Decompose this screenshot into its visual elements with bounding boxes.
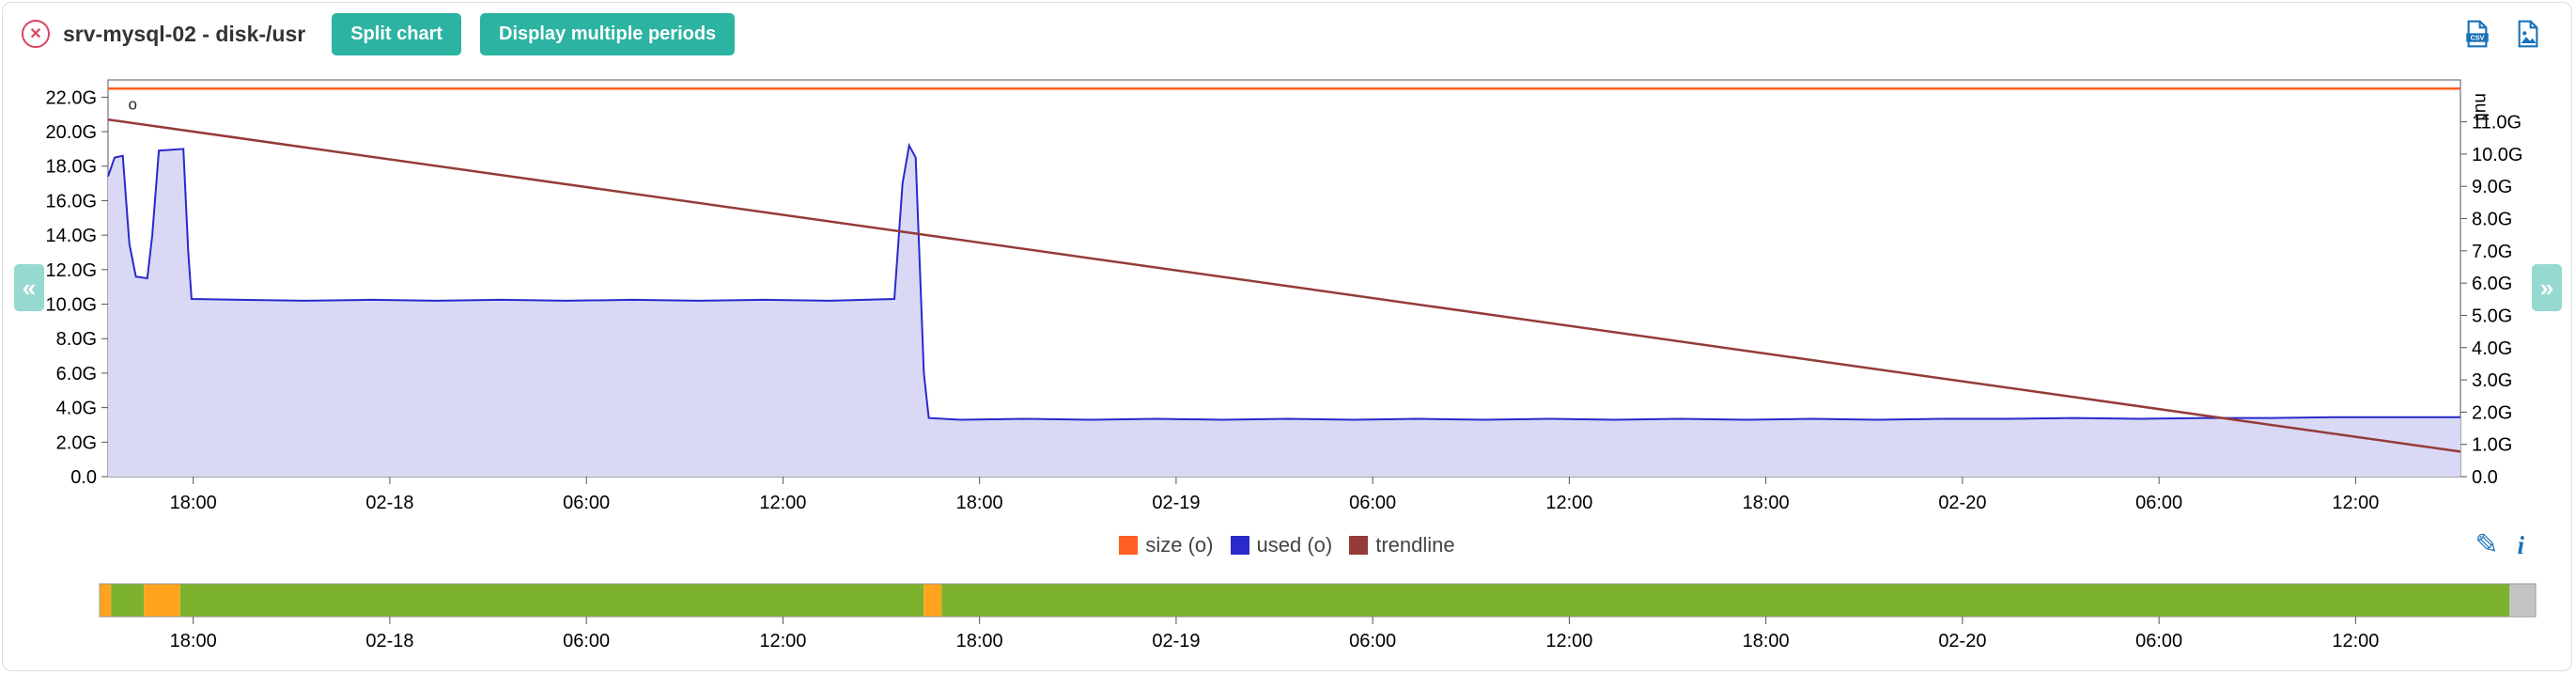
timeline-tick-label: 06:00 [2135, 631, 2182, 651]
export-csv-icon[interactable]: CSV [2462, 19, 2492, 49]
trendline-line [107, 118, 2461, 453]
timeline-border [99, 583, 2537, 618]
y-right-tick-label: 1.0G [2472, 435, 2512, 456]
timeline-segment[interactable] [100, 584, 112, 617]
timeline-segment[interactable] [941, 584, 2509, 617]
export-icons-group: CSV [2462, 19, 2543, 49]
y-left-tick-label: 6.0G [56, 364, 97, 385]
close-icon: ✕ [29, 26, 42, 42]
edit-pencil-icon[interactable]: ✎ [2475, 529, 2499, 560]
timeline-tick-label: 18:00 [170, 631, 217, 651]
info-icon[interactable]: i [2517, 530, 2524, 559]
y-right-tick-label: 10.0G [2472, 145, 2522, 165]
y-right-tick-label: 8.0G [2472, 210, 2512, 230]
legend-label-used: used (o) [1256, 533, 1333, 557]
timeline-tick-label: 02-18 [365, 631, 413, 651]
timeline-tick-label: 02-20 [1938, 631, 1986, 651]
y-left-tick-label: 12.0G [46, 260, 97, 281]
x-axis-tick-label: 18:00 [170, 493, 217, 513]
csv-file-glyph: CSV [2466, 20, 2489, 48]
previous-period-button[interactable]: « [14, 264, 44, 311]
widget-header: ✕ srv-mysql-02 - disk-/usr Split chart D… [3, 3, 2571, 65]
timeline-tick-label: 18:00 [956, 631, 1003, 651]
legend-swatch-used [1230, 536, 1249, 555]
y-right-tick-label: 2.0G [2472, 402, 2512, 423]
timeline-tick-label: 12:00 [1545, 631, 1592, 651]
chart-tools: ✎ i [2475, 526, 2524, 565]
y-left-tick-label: 18.0G [46, 157, 97, 178]
y-left-tick-label: 22.0G [46, 87, 97, 108]
y-right-tick-label: 6.0G [2472, 274, 2512, 294]
y-left-tick-label: 10.0G [46, 295, 97, 316]
legend-swatch-size [1119, 536, 1139, 555]
x-axis-tick-label: 02-18 [365, 493, 413, 513]
chart-legend: size (o) used (o) trendline [3, 526, 2571, 565]
timeline-tick-label: 06:00 [1349, 631, 1396, 651]
y-right-tick-label: 9.0G [2472, 177, 2512, 197]
timeline-tick-label: 02-19 [1152, 631, 1200, 651]
timeline-segment[interactable] [144, 584, 180, 617]
next-period-button[interactable]: » [2532, 264, 2562, 311]
period-timeline[interactable]: 18:00 02-18 06:00 12:00 18:00 02-19 06:00 12:00… [3, 567, 2572, 671]
y-left-tick-label: 4.0G [56, 399, 97, 419]
timeline-tick-label: 18:00 [1743, 631, 1790, 651]
y-right-tick-label: 3.0G [2472, 370, 2512, 391]
legend-item-used: used (o) [1230, 533, 1333, 557]
x-axis-tick-label: 06:00 [1349, 493, 1396, 513]
x-axis-tick-label: 12:00 [2332, 493, 2379, 513]
y-right-tick-label: 11.0G [2472, 113, 2522, 133]
close-button[interactable]: ✕ [22, 20, 50, 48]
y-left-tick-label: 16.0G [46, 191, 97, 212]
legend-swatch-trendline [1349, 536, 1369, 555]
x-axis-tick-label: 02-20 [1938, 493, 1986, 513]
timeline-segment[interactable] [111, 584, 145, 617]
legend-item-trendline: trendline [1349, 533, 1455, 557]
used-area-fill [108, 145, 2460, 477]
timeline-tick-label: 12:00 [759, 631, 806, 651]
timeline-tick-label: 12:00 [2332, 631, 2379, 651]
x-axis-tick-label: 12:00 [1545, 493, 1592, 513]
y-left-tick-label: 20.0G [46, 122, 97, 143]
image-file-glyph [2518, 20, 2538, 48]
export-image-icon[interactable] [2513, 19, 2543, 49]
y-right-tick-label: 4.0G [2472, 338, 2512, 359]
series-marker-o: o [128, 96, 136, 114]
x-axis-tick-label: 02-19 [1152, 493, 1200, 513]
legend-label-size: size (o) [1145, 533, 1214, 557]
split-chart-button[interactable]: Split chart [332, 12, 462, 55]
y-right-axis-title: null [2471, 93, 2491, 121]
x-axis-tick-label: 18:00 [956, 493, 1003, 513]
y-right-tick-label: 0.0 [2472, 467, 2498, 488]
y-left-tick-label: 14.0G [46, 226, 97, 246]
x-axis-tick-label: 12:00 [759, 493, 806, 513]
used-series-line [107, 142, 2460, 421]
y-right-tick-label: 7.0G [2472, 242, 2512, 262]
svg-text:CSV: CSV [2471, 34, 2485, 42]
x-axis-tick-label: 06:00 [2135, 493, 2182, 513]
timeline-tick-label: 06:00 [563, 631, 610, 651]
timeline-segment[interactable] [179, 584, 924, 617]
y-left-tick-label: 2.0G [56, 432, 97, 453]
timeline-segment[interactable] [2509, 584, 2536, 617]
x-axis-tick-label: 06:00 [563, 493, 610, 513]
widget-title: srv-mysql-02 - disk-/usr [63, 21, 306, 46]
y-left-tick-label: 8.0G [56, 329, 97, 350]
timeline-segment[interactable] [923, 584, 942, 617]
y-left-tick-label: 0.0 [70, 467, 97, 488]
x-axis-tick-label: 18:00 [1743, 493, 1790, 513]
display-multiple-periods-button[interactable]: Display multiple periods [480, 12, 736, 55]
legend-label-trendline: trendline [1375, 533, 1455, 557]
main-chart: o 22.0G 20.0G 18.0G 16.0G 14.0G 12.0G 10.0G 8.0G… [46, 79, 2522, 513]
y-right-tick-label: 5.0G [2472, 306, 2512, 326]
legend-item-size: size (o) [1119, 533, 1214, 557]
